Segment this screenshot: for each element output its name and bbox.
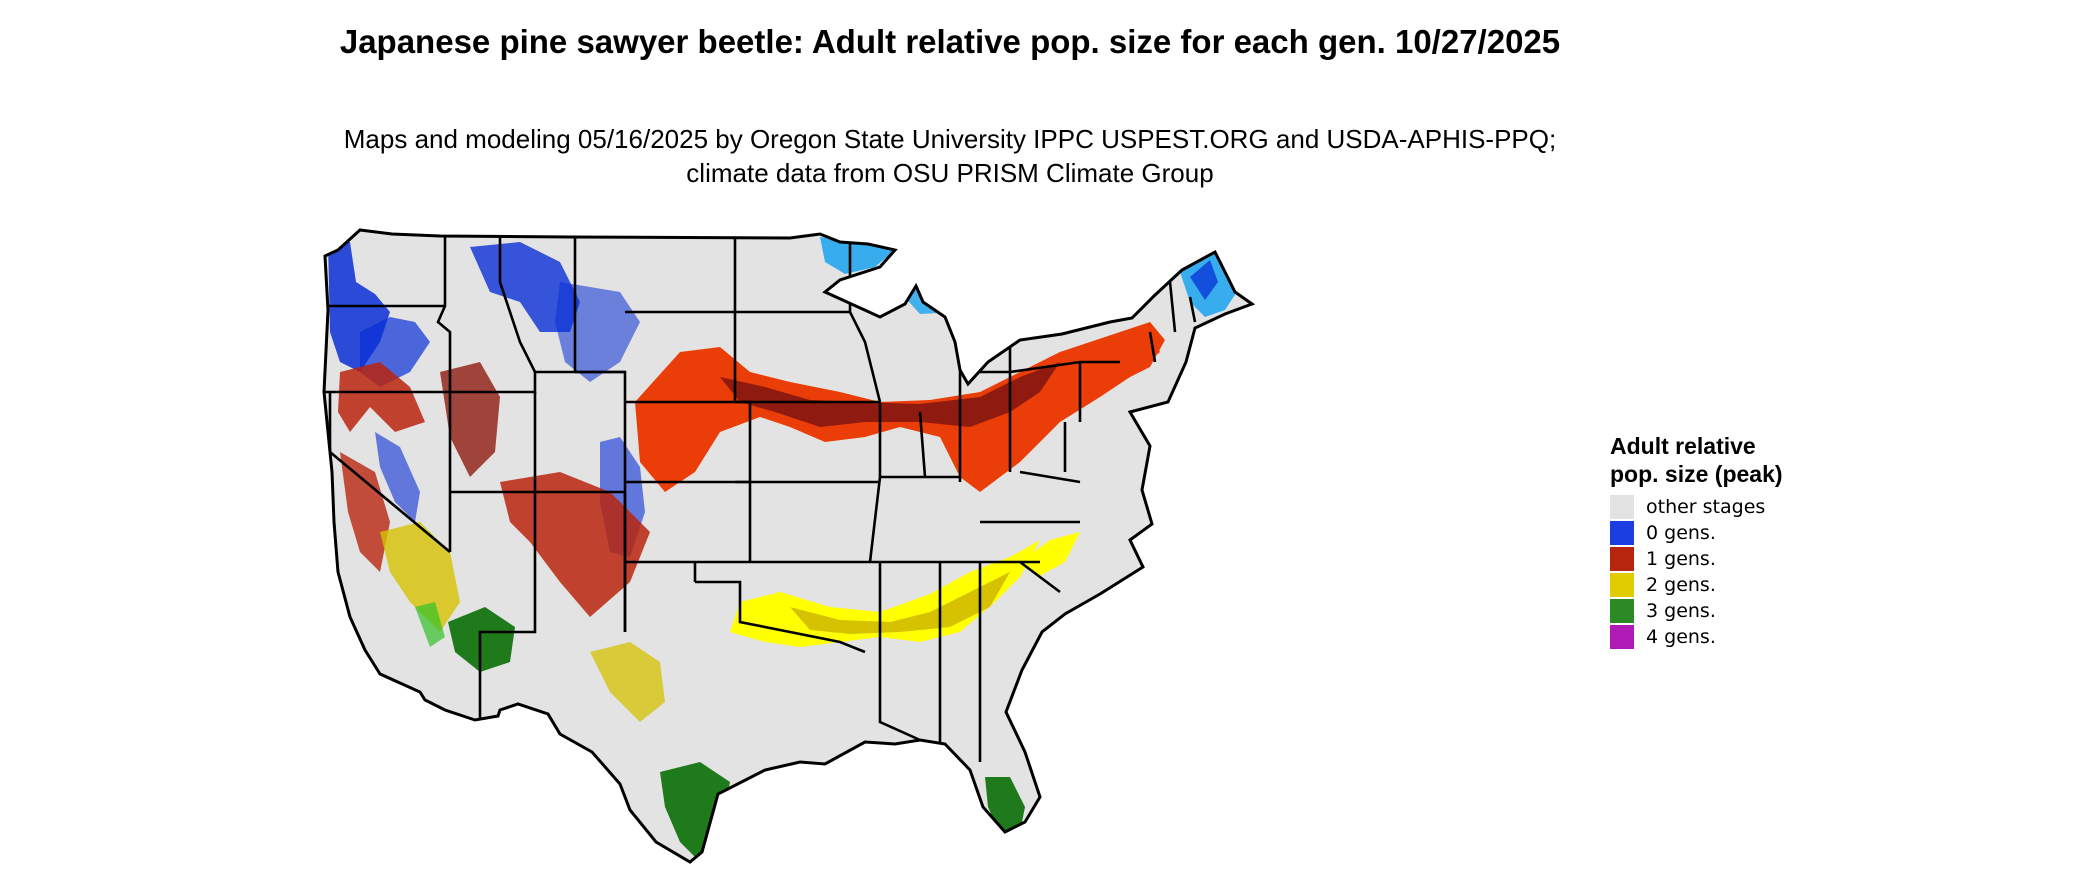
zone-0-gens-maine-core xyxy=(1190,260,1218,300)
legend-label: 3 gens. xyxy=(1646,600,1716,622)
legend-swatch xyxy=(1610,573,1634,597)
legend-label: 4 gens. xyxy=(1646,626,1716,648)
legend-swatch xyxy=(1610,625,1634,649)
map-subtitle: Maps and modeling 05/16/2025 by Oregon S… xyxy=(343,124,1557,188)
legend-swatch xyxy=(1610,599,1634,623)
zone-2-gens-south-dark xyxy=(790,572,1010,634)
legend-item-1-gens: 1 gens. xyxy=(1610,546,1810,572)
legend-label: 2 gens. xyxy=(1646,574,1716,596)
zone-2-gens-carolinas xyxy=(1020,532,1080,577)
zone-2-gens-southwest xyxy=(380,522,460,632)
zone-1-gens-northeast xyxy=(1060,322,1165,382)
legend-item-other-stages: other stages xyxy=(1610,494,1810,520)
zone-1-gens-california xyxy=(340,452,390,572)
zone-0-gens-idaho xyxy=(470,242,580,332)
legend-label: other stages xyxy=(1646,496,1766,518)
zone-1-gens-west xyxy=(338,362,425,432)
legend-swatch xyxy=(1610,495,1634,519)
legend-label: 1 gens. xyxy=(1646,548,1716,570)
us-map xyxy=(322,228,1254,864)
zone-1-gens-southwest xyxy=(500,472,650,617)
legend-title: Adult relative pop. size (peak) xyxy=(1610,433,1783,487)
legend-item-2-gens: 2 gens. xyxy=(1610,572,1810,598)
land-base xyxy=(324,230,1252,862)
legend-swatch xyxy=(1610,547,1634,571)
legend: Adult relative pop. size (peak) other st… xyxy=(1610,432,1810,650)
zone-3-gens-arizona xyxy=(448,607,515,672)
zone-3-gens-cal-desert xyxy=(415,602,445,647)
zone-0-gens-sierra xyxy=(375,432,420,522)
legend-item-0-gens: 0 gens. xyxy=(1610,520,1810,546)
zone-2-gens-texas-west xyxy=(590,642,665,722)
legend-swatch xyxy=(1610,521,1634,545)
legend-item-4-gens: 4 gens. xyxy=(1610,624,1810,650)
map-title: Japanese pine sawyer beetle: Adult relat… xyxy=(339,23,1561,60)
legend-item-3-gens: 3 gens. xyxy=(1610,598,1810,624)
legend-label: 0 gens. xyxy=(1646,522,1716,544)
zone-1-gens-central-dark xyxy=(720,362,1060,427)
